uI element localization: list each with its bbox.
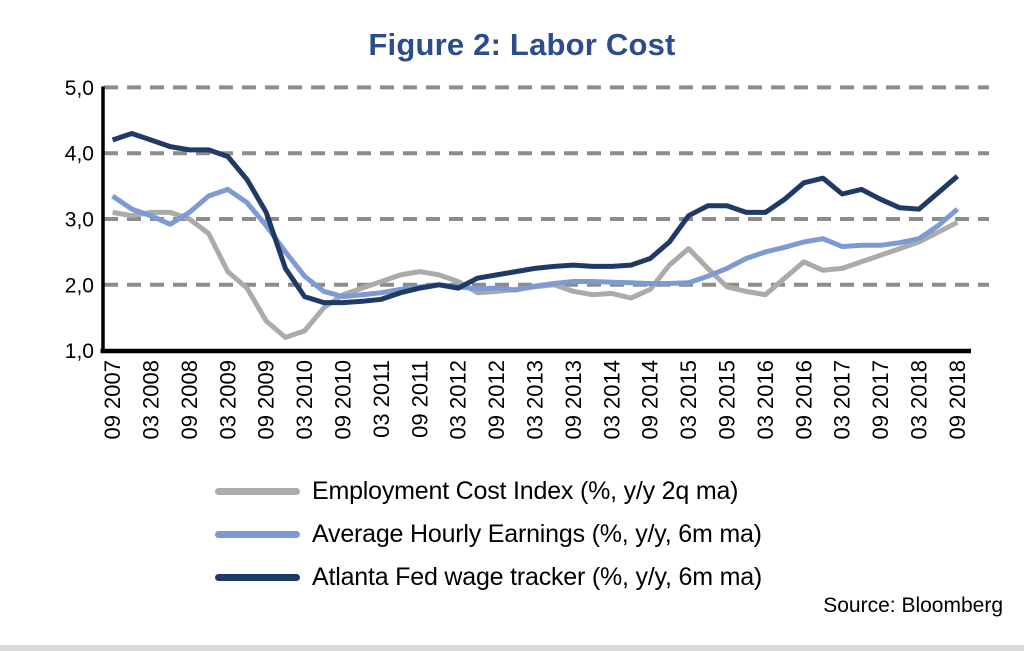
x-axis-label: 03 2018 [907,360,932,440]
x-axis-label: 09 2013 [561,360,586,440]
x-axis-label: 03 2012 [446,360,471,440]
x-axis-label: 03 2011 [369,360,394,438]
y-axis-label: 5,0 [65,77,94,100]
x-axis-label: 09 2015 [715,360,740,440]
y-axis-label: 1,0 [65,340,94,363]
x-axis-label: 03 2015 [676,360,701,440]
legend-swatch [215,488,300,495]
x-axis-label: 03 2017 [830,360,855,440]
x-axis-label: 09 2010 [331,360,356,440]
x-axis-label: 03 2013 [523,360,548,440]
y-axis-label: 3,0 [65,209,94,232]
legend-item: Employment Cost Index (%, y/y 2q ma) [215,470,762,513]
series-line-0 [112,209,959,340]
series-line-2 [111,131,960,306]
legend-swatch [215,574,300,581]
y-axis-label: 2,0 [65,274,94,297]
x-axis-label: 09 2018 [945,360,970,440]
bottom-divider [0,645,1024,651]
legend-label: Atlanta Fed wage tracker (%, y/y, 6m ma) [312,563,763,591]
x-axis-label: 03 2016 [753,360,778,440]
x-axis-label: 09 2007 [100,360,125,440]
x-axis-label: 09 2016 [791,360,816,440]
x-axis-label: 09 2012 [484,360,509,440]
x-axis-label: 03 2008 [139,360,164,440]
chart-legend: Employment Cost Index (%, y/y 2q ma) Aver… [215,470,762,599]
x-axis-label: 09 2011 [407,360,432,438]
y-axis-label: 4,0 [65,143,94,166]
x-axis-label: 09 2014 [638,360,663,440]
x-axis-label: 03 2010 [292,360,317,440]
x-axis-label: 03 2014 [599,360,624,440]
chart-canvas: 1,0 2,0 3,0 4,0 5,0 09 2007 03 2008 09 2008 03 2… [65,77,989,440]
legend-label: Average Hourly Earnings (%, y/y, 6m ma) [312,520,762,548]
x-axis-label: 09 2017 [868,360,893,440]
legend-item: Atlanta Fed wage tracker (%, y/y, 6m ma) [215,556,762,599]
legend-item: Average Hourly Earnings (%, y/y, 6m ma) [215,513,762,556]
source-label: Source: Bloomberg [823,594,1003,617]
x-axis-label: 09 2008 [177,360,202,440]
chart-title: Figure 2: Labor Cost [368,27,676,62]
series-line-1 [111,186,960,300]
legend-swatch [215,531,300,538]
legend-label: Employment Cost Index (%, y/y 2q ma) [312,477,739,505]
x-axis-label: 03 2009 [215,360,240,440]
x-axis-label: 09 2009 [254,360,279,440]
